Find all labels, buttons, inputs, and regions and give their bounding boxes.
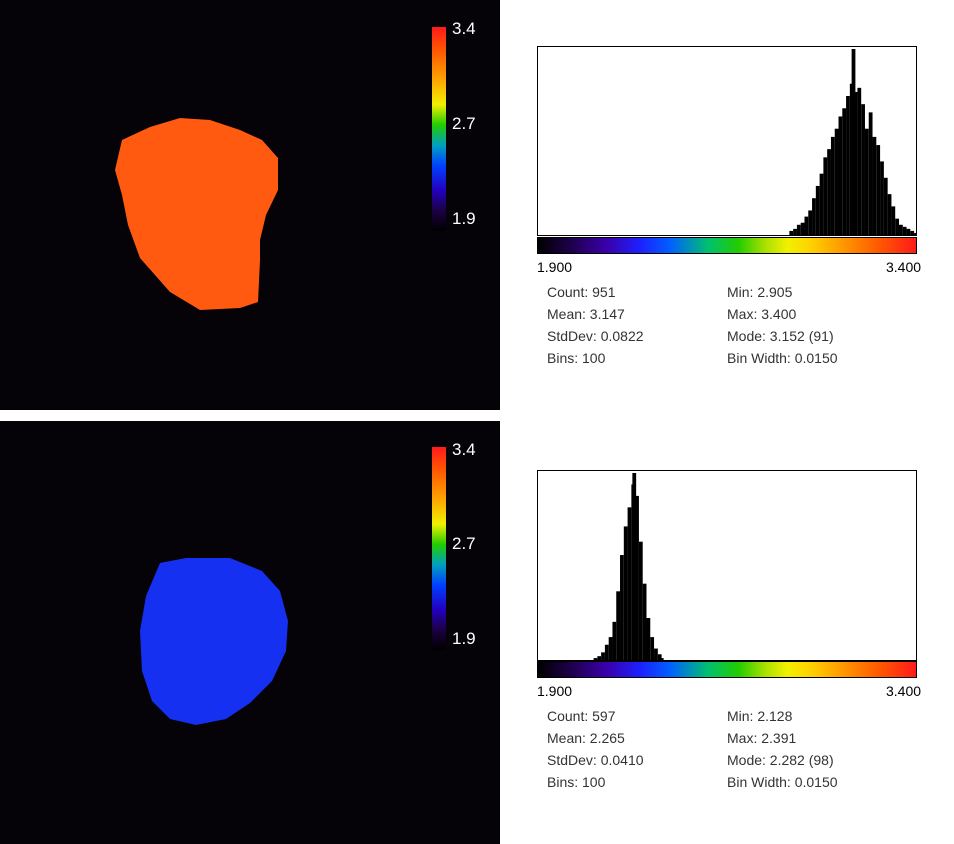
histogram-bar: [812, 198, 816, 235]
stat-mean: Mean: 3.147: [547, 306, 625, 322]
histogram-bar: [868, 112, 873, 235]
stat-min: Min: 2.905: [727, 284, 793, 300]
histogram-bar: [612, 621, 617, 660]
stat-mode: Mode: 3.152 (91): [727, 328, 834, 344]
histogram-bar: [796, 224, 801, 235]
stat-bin-width: Bin Width: 0.0150: [727, 350, 838, 366]
lut-bar-bottom: [537, 661, 917, 678]
histogram-bar: [608, 637, 613, 660]
histogram-bar: [906, 228, 911, 235]
histogram-bar: [883, 177, 888, 235]
histogram-bar: [632, 473, 637, 660]
colorbar-min-label: 1.9: [452, 629, 476, 648]
histogram-bar: [642, 583, 647, 660]
stat-bin-width: Bin Width: 0.0150: [727, 774, 838, 790]
stat-mode: Mode: 2.282 (98): [727, 752, 834, 768]
histogram-bar: [827, 149, 831, 235]
histogram-bar: [846, 96, 850, 235]
histogram-bar: [654, 648, 658, 660]
colorbar-max-label: 3.4: [452, 19, 476, 38]
histogram-axis-max: 3.400: [886, 259, 922, 275]
histogram-bar: [620, 555, 624, 660]
histogram-bar: [808, 210, 813, 235]
stat-bins: Bins: 100: [547, 774, 606, 790]
colorbar-mid-label: 2.7: [452, 534, 476, 553]
histogram-bar: [815, 185, 820, 235]
histogram-bar: [793, 228, 797, 235]
histogram-bar: [872, 136, 877, 235]
histogram-bar: [601, 652, 605, 660]
histogram-bar: [895, 218, 899, 235]
histogram-bar: [861, 104, 865, 235]
histogram-bottom: [537, 470, 917, 661]
stat-stddev: StdDev: 0.0822: [547, 328, 644, 344]
colorbar-top: [432, 27, 446, 231]
histogram-bar: [842, 108, 847, 235]
histogram-bar: [659, 658, 664, 660]
colorbar-max-label: 3.4: [452, 440, 476, 459]
histogram-bar: [638, 541, 643, 660]
histogram-bar: [593, 658, 598, 660]
image-panel-top: 3.4 2.7 1.9: [0, 0, 500, 410]
histogram-bar: [635, 495, 639, 660]
histogram-bar: [597, 656, 602, 660]
histogram-bar: [834, 128, 839, 235]
histogram-bar: [804, 216, 809, 235]
histogram-bar: [898, 224, 903, 235]
histogram-bar: [800, 222, 805, 235]
histogram-bar: [902, 226, 907, 235]
histogram-bar: [657, 654, 662, 660]
histogram-bar: [887, 194, 892, 235]
histogram-bar: [838, 116, 843, 235]
stat-count: Count: 597: [547, 708, 616, 724]
histogram-bar: [646, 618, 651, 660]
histogram-bar: [627, 507, 632, 660]
stat-max: Max: 3.400: [727, 306, 797, 322]
histogram-top: [537, 46, 917, 236]
histogram-axis-min: 1.900: [537, 683, 573, 699]
colorbar-mid-label: 2.7: [452, 114, 476, 133]
histogram-bar: [616, 591, 621, 660]
histogram-bar: [880, 161, 884, 235]
histogram-bar: [876, 145, 881, 235]
histogram-bar: [819, 173, 824, 235]
histogram-bar: [623, 526, 628, 660]
cell-image-bottom: [140, 558, 288, 725]
colorbar-bottom: [432, 447, 446, 650]
histogram-bar: [650, 637, 655, 660]
histogram-bar: [857, 87, 862, 235]
stat-bins: Bins: 100: [547, 350, 606, 366]
histogram-bar: [830, 136, 835, 235]
histogram-bar: [823, 157, 828, 235]
colorbar-min-label: 1.9: [452, 209, 476, 228]
histogram-bar: [853, 91, 858, 235]
histogram-axis-min: 1.900: [537, 259, 573, 275]
histogram-bar: [604, 644, 609, 660]
histogram-bar: [914, 232, 916, 235]
lut-bar-top: [537, 237, 917, 254]
histogram-axis-max: 3.400: [886, 683, 922, 699]
stat-stddev: StdDev: 0.0410: [547, 752, 644, 768]
histogram-bar: [864, 128, 869, 235]
stat-max: Max: 2.391: [727, 730, 797, 746]
histogram-bar: [851, 49, 856, 235]
stat-count: Count: 951: [547, 284, 616, 300]
stat-min: Min: 2.128: [727, 708, 793, 724]
stat-mean: Mean: 2.265: [547, 730, 625, 746]
histogram-bar: [910, 230, 915, 235]
image-panel-bottom: 3.4 2.7 1.9: [0, 421, 500, 844]
cell-image-top: [115, 118, 278, 310]
histogram-bar: [891, 206, 896, 235]
histogram-bar: [789, 230, 794, 235]
